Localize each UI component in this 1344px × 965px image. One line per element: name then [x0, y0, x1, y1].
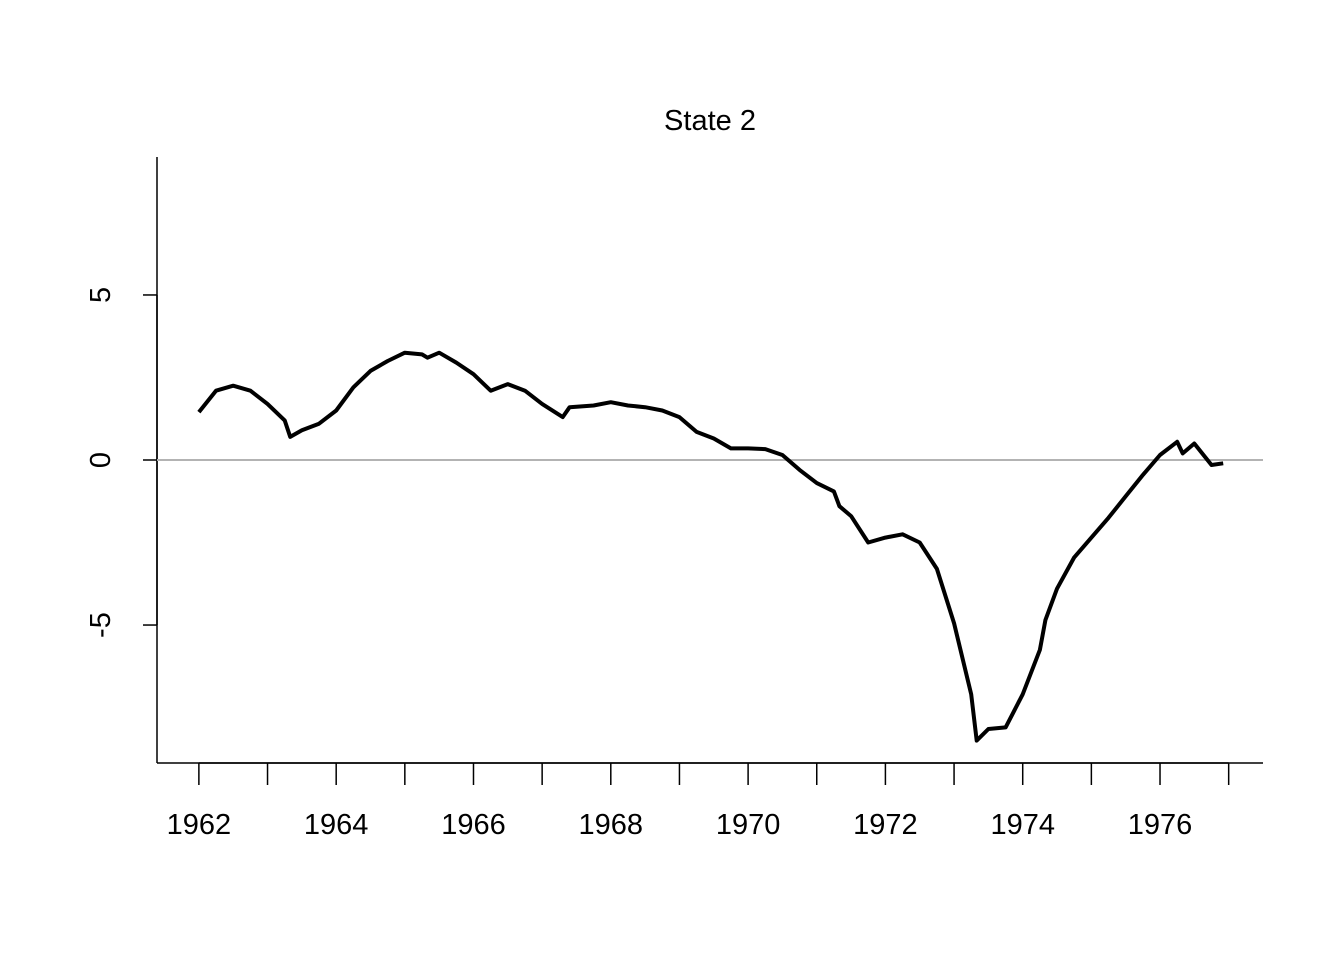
x-tick-label: 1970	[716, 809, 781, 841]
x-tick-label: 1964	[304, 809, 369, 841]
x-tick-label: 1974	[990, 809, 1055, 841]
y-tick-label: 0	[85, 452, 117, 468]
x-tick-label: 1968	[579, 809, 644, 841]
data-line	[197, 350, 1224, 743]
x-tick-label: 1966	[441, 809, 506, 841]
x-tick-label: 1962	[167, 809, 232, 841]
x-tick-label: 1976	[1128, 809, 1193, 841]
chart-title: State 2	[664, 105, 756, 137]
y-tick-label: -5	[85, 612, 117, 638]
x-tick-label: 1972	[853, 809, 918, 841]
y-tick-label: 5	[85, 287, 117, 303]
